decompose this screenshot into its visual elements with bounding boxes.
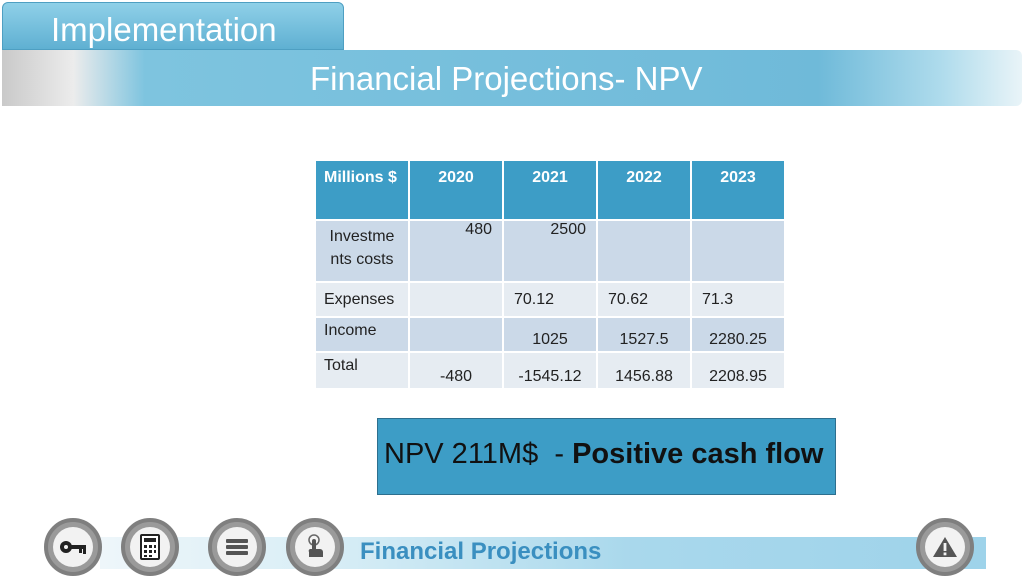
table-header-row: Millions $ 2020 2021 2022 2023 <box>314 159 786 221</box>
row-label: Income <box>314 316 410 353</box>
key-icon <box>60 541 86 554</box>
table-cell <box>690 219 786 283</box>
table-cell: -480 <box>408 351 504 390</box>
table-cell: 480 <box>408 219 504 283</box>
key-button[interactable] <box>44 518 102 576</box>
npv-note: Positive cash flow <box>572 438 824 470</box>
menu-button[interactable] <box>208 518 266 576</box>
table-row: Investme nts costs 480 2500 <box>314 219 786 283</box>
table-cell: 2208.95 <box>690 351 786 390</box>
slide-title: Financial Projections- NPV <box>310 60 703 97</box>
table-cell <box>408 316 504 353</box>
header-cell: 2020 <box>408 159 504 221</box>
menu-icon <box>226 539 248 555</box>
warning-icon <box>933 537 957 557</box>
table-cell <box>408 281 504 318</box>
table-cell: 70.62 <box>596 281 692 318</box>
table-row: Total -480 -1545.12 1456.88 2208.95 <box>314 351 786 390</box>
row-label-line: nts costs <box>330 251 394 268</box>
table-cell: 1527.5 <box>596 316 692 353</box>
footer-label: Financial Projections <box>360 538 602 565</box>
table-row: Expenses 70.12 70.62 71.3 <box>314 281 786 318</box>
npv-value: NPV 211M$ <box>384 438 539 470</box>
table-cell: 1025 <box>502 316 598 353</box>
section-tab: Implementation <box>2 2 344 50</box>
table-cell <box>596 219 692 283</box>
header-cell: 2023 <box>690 159 786 221</box>
pointer-button[interactable] <box>286 518 344 576</box>
title-band: Financial Projections- NPV <box>2 50 1022 106</box>
row-label: Expenses <box>314 281 410 318</box>
table-cell: -1545.12 <box>502 351 598 390</box>
npv-separator: - <box>554 438 565 470</box>
warning-button[interactable] <box>916 518 974 576</box>
row-label-line: Investme <box>329 228 395 245</box>
table-cell: 2500 <box>502 219 598 283</box>
npv-callout: NPV 211M$ - Positive cash flow <box>377 418 836 495</box>
header-cell: 2021 <box>502 159 598 221</box>
pointer-hand-icon <box>308 534 323 557</box>
row-label: Total <box>314 351 410 390</box>
financial-table: Millions $ 2020 2021 2022 2023 Investme … <box>314 159 786 390</box>
table-cell: 70.12 <box>502 281 598 318</box>
npv-text: NPV 211M$ - Positive cash flow <box>384 438 824 471</box>
table-cell: 1456.88 <box>596 351 692 390</box>
row-label: Investme nts costs <box>314 219 410 283</box>
calculator-button[interactable] <box>121 518 179 576</box>
table-cell: 71.3 <box>690 281 786 318</box>
header-cell: 2022 <box>596 159 692 221</box>
header-cell: Millions $ <box>314 159 410 221</box>
section-label: Implementation <box>51 11 277 48</box>
table-row: Income 1025 1527.5 2280.25 <box>314 316 786 353</box>
table-cell: 2280.25 <box>690 316 786 353</box>
calculator-icon <box>140 534 160 560</box>
